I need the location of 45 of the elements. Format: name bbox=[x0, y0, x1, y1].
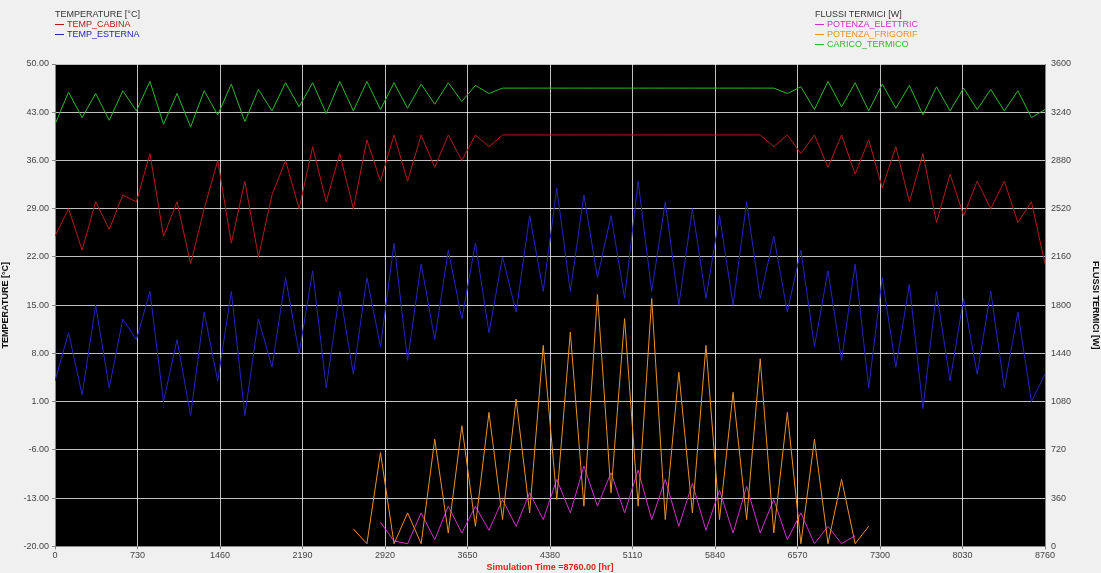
y-tick-label: 43.00 bbox=[26, 106, 49, 117]
y2-tick-label: 2160 bbox=[1051, 251, 1072, 262]
y-tick-label: 22.00 bbox=[26, 251, 49, 262]
y2-tick-label: 3240 bbox=[1051, 106, 1072, 117]
y-axis-title: TEMPERATURE [°C] bbox=[55, 9, 140, 19]
y2-tick-label: 1800 bbox=[1051, 299, 1072, 310]
x-tick-label: 4380 bbox=[539, 550, 561, 561]
x-tick-label: 5840 bbox=[704, 550, 726, 561]
y-tick-label: 36.00 bbox=[26, 154, 49, 165]
x-tick-label: 0 bbox=[52, 550, 58, 561]
x-tick-label: 5110 bbox=[622, 550, 643, 561]
y-tick-label: 29.00 bbox=[26, 203, 49, 214]
y2-tick-label: 0 bbox=[1051, 540, 1057, 551]
y-tick-label: 8.00 bbox=[31, 347, 49, 358]
y-tick-label: 50.00 bbox=[26, 58, 49, 69]
y-tick-label: -13.00 bbox=[23, 492, 49, 503]
y2-tick-label: 720 bbox=[1051, 444, 1067, 455]
y2-tick-label: 3600 bbox=[1051, 58, 1072, 69]
text: TEMPERATURE [°C] bbox=[0, 261, 10, 349]
y-tick-label: -20.00 bbox=[23, 540, 49, 551]
y2-tick-label: 360 bbox=[1051, 492, 1067, 503]
x-tick-label: 8030 bbox=[952, 550, 973, 561]
x-tick-label: 7300 bbox=[869, 550, 891, 561]
legend-label: CARICO_TERMICO bbox=[827, 39, 909, 49]
y-tick-label: 15.00 bbox=[26, 299, 49, 310]
x-tick-label: 8760 bbox=[1034, 550, 1056, 561]
y-tick-label: 1.00 bbox=[31, 396, 49, 407]
text: FLUSSI TERMICI [W] bbox=[1091, 260, 1101, 350]
legend-label: TEMP_CABINA bbox=[67, 19, 131, 29]
legend-label: POTENZA_FRIGORIF bbox=[827, 29, 918, 39]
y2-tick-label: 2880 bbox=[1051, 154, 1072, 165]
y2-tick-label: 1080 bbox=[1051, 396, 1072, 407]
x-tick-label: 3650 bbox=[457, 550, 478, 561]
x-tick-label: 2920 bbox=[374, 550, 396, 561]
legend-label: POTENZA_ELETTRIC bbox=[827, 19, 919, 29]
legend-label: TEMP_ESTERNA bbox=[67, 29, 140, 39]
y2-tick-label: 1440 bbox=[1051, 347, 1072, 358]
x-tick-label: 730 bbox=[129, 550, 146, 561]
x-axis-title: Simulation Time =8760.00 [hr] bbox=[486, 562, 614, 573]
x-tick-label: 6570 bbox=[787, 550, 808, 561]
x-tick-label: 1460 bbox=[209, 550, 231, 561]
x-tick-label: 2190 bbox=[292, 550, 313, 561]
y2-tick-label: 2520 bbox=[1051, 203, 1072, 214]
y2-axis-title: FLUSSI TERMICI [W] bbox=[815, 9, 903, 19]
y-tick-label: -6.00 bbox=[28, 444, 49, 455]
